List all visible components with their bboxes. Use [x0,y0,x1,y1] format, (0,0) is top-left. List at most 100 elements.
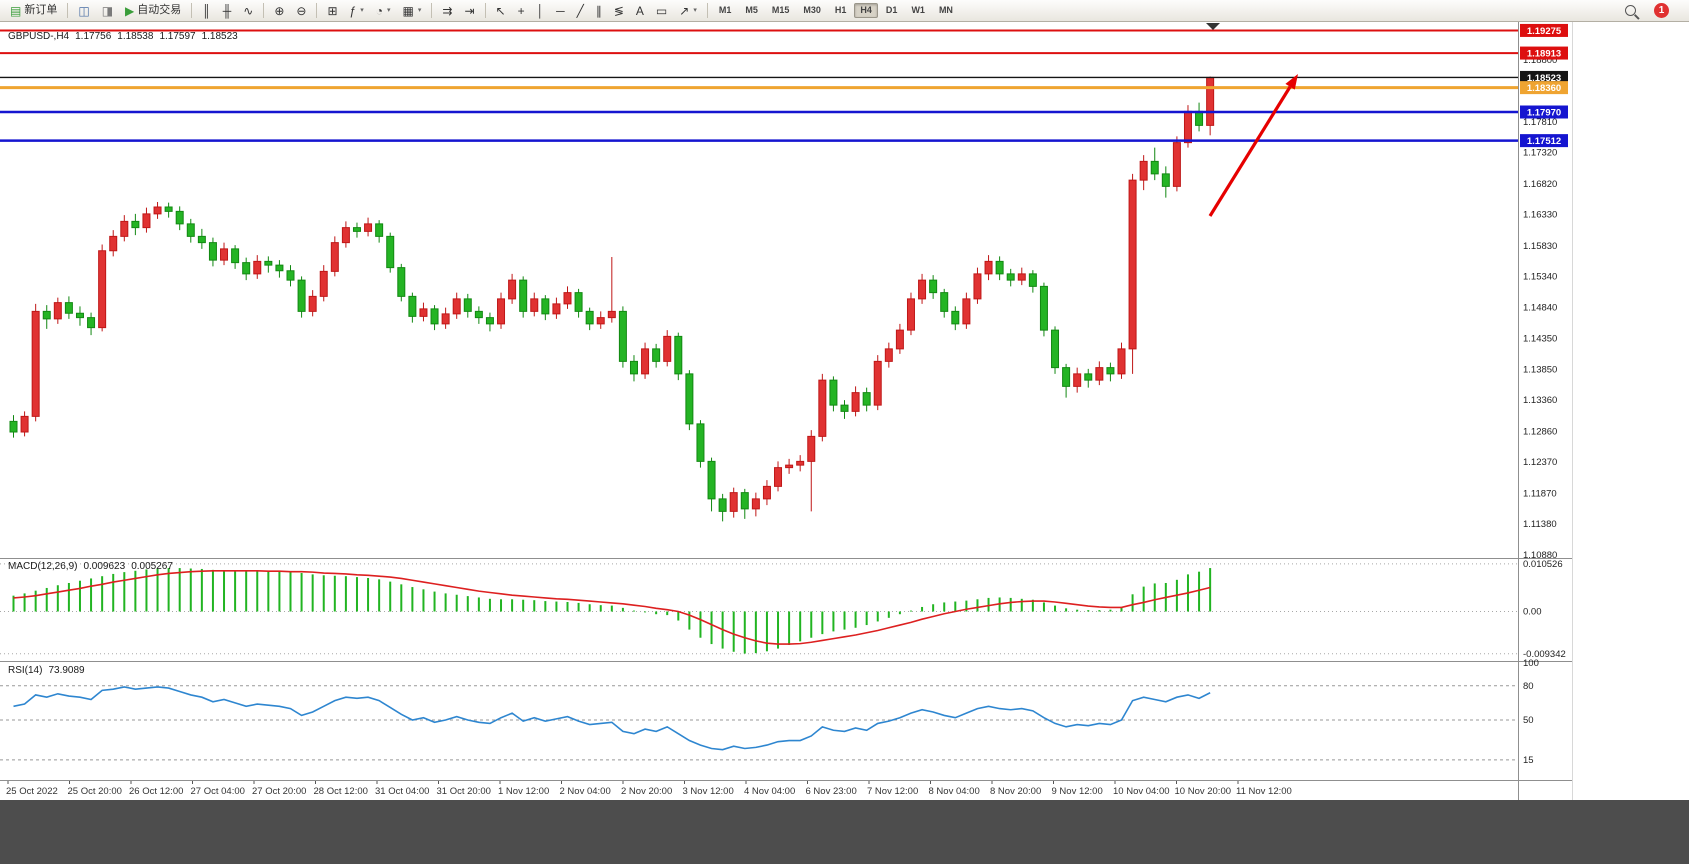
timeframe-button-h4[interactable]: H4 [854,3,878,18]
time-axis-label: 7 Nov 12:00 [867,786,918,797]
chart-shift-icon: ⇥ [464,3,475,18]
tile-windows-icon: ⊞ [327,3,338,18]
candle-body [685,373,694,425]
text-icon: A [635,3,644,18]
time-axis-label: 1 Nov 12:00 [498,786,549,797]
candle-body [740,492,749,510]
candle-body [552,303,561,315]
indicators-button[interactable]: ƒ ▾ [345,3,369,19]
price-badge [1520,23,1568,37]
search-button[interactable] [1620,3,1641,18]
fibonacci-button[interactable]: ≶ [609,3,629,19]
bar-chart-type-button[interactable]: ║ [197,3,216,19]
rsi-axis-label: 50 [1523,715,1534,726]
price-axis-label: 1.10880 [1523,550,1557,561]
crosshair-button[interactable]: + [513,3,530,19]
chevron-down-icon: ▾ [387,7,391,14]
zoom-in-button[interactable]: ⊕ [269,3,289,19]
candle-body [1028,273,1037,287]
cursor-button[interactable]: ↖ [491,3,511,19]
candle-body [774,467,783,487]
candle-body [175,210,184,225]
price-axis-label: 1.14350 [1523,333,1557,344]
timeframe-button-h1[interactable]: H1 [829,3,853,18]
price-axis-label: 1.17320 [1523,148,1557,159]
candle-body [109,235,118,252]
rsi-value: 73.9089 [48,665,85,676]
timeframe-button-mn[interactable]: MN [933,3,959,18]
candle-body [1051,329,1060,369]
data-window-icon: ◨ [101,3,114,18]
auto-scroll-icon: ⇉ [442,3,453,18]
price-badge-label: 1.18523 [1527,73,1561,84]
toolbar-separator [191,3,193,18]
price-badge-label: 1.18913 [1527,49,1561,60]
time-axis-label: 31 Oct 20:00 [437,786,491,797]
timeframe-button-w1[interactable]: W1 [905,3,931,18]
rsi-indicator-label: RSI(14) 73.9089 [8,665,91,676]
chart-window-button[interactable]: ◫ [73,3,94,19]
candle-body [663,335,672,362]
trend-arrow-head[interactable] [1285,74,1298,90]
arrows-button[interactable]: ↗ ▾ [674,3,702,19]
price-axis-label: 1.13360 [1523,395,1557,406]
candle-body [463,298,472,312]
timeframe-button-m5[interactable]: M5 [739,3,764,18]
time-axis-label: 8 Nov 20:00 [990,786,1041,797]
candle-body [519,279,528,312]
timeframe-button-m15[interactable]: M15 [766,3,796,18]
trendline-button[interactable]: ╱ [572,3,589,19]
time-axis-label: 31 Oct 04:00 [375,786,429,797]
auto-trading-icon: ▶ [125,3,135,18]
taskbar-strip [0,800,1689,864]
trend-arrow-shaft[interactable] [1208,85,1292,217]
candle-body [530,298,539,312]
auto-trading-button[interactable]: ▶ 自动交易 [120,3,186,19]
trend-arrow-annotation[interactable] [1208,74,1298,217]
zoom-out-button[interactable]: ⊖ [291,3,311,19]
candle-body [64,302,73,314]
timeframe-button-m1[interactable]: M1 [713,3,738,18]
candle-body [231,248,240,264]
templates-button[interactable]: ▦ ▾ [398,3,427,19]
toolbar-separator [263,3,265,18]
candlestick-type-button[interactable]: ╫ [218,3,237,19]
candle-body [474,310,483,319]
horizontal-line-button[interactable]: ─ [551,3,570,19]
candle-body [1039,285,1048,331]
candle-body [286,270,295,281]
auto-scroll-button[interactable]: ⇉ [437,3,457,19]
chart-shift-button[interactable]: ⇥ [459,3,479,19]
text-button[interactable]: A [631,3,649,19]
candle-body [851,392,860,412]
time-axis-label: 26 Oct 12:00 [129,786,183,797]
candle-body [264,260,273,266]
arrows-icon: ↗ [679,3,690,18]
chart-ohlc-readout: GBPUSD-,H4 1.17756 1.18538 1.17597 1.18523 [8,31,244,42]
candle-body [308,295,317,312]
vertical-line-button[interactable]: │ [532,3,550,19]
data-window-button[interactable]: ◨ [97,3,118,19]
text-label-button[interactable]: ▭ [651,3,672,19]
line-chart-type-button[interactable]: ∿ [238,3,258,19]
tile-windows-button[interactable]: ⊞ [322,3,342,19]
macd-title: MACD(12,26,9) [8,561,78,572]
channel-button[interactable]: ∥ [591,3,607,19]
trendline-icon: ╱ [576,3,584,18]
bar-low: 1.17597 [159,31,196,42]
candle-body [275,264,284,272]
timeframe-button-d1[interactable]: D1 [880,3,904,18]
periods-icon: ◔ [375,3,383,18]
candle-body [1062,367,1071,387]
candle-body [696,423,705,462]
candle-body [98,250,107,329]
timeframe-button-m30[interactable]: M30 [797,3,827,18]
notification-badge[interactable]: 1 [1654,3,1669,18]
candle-body [253,260,262,275]
chart-shift-marker[interactable] [1206,23,1220,30]
templates-icon: ▦ [402,3,414,18]
new-order-button[interactable]: ▤ 新订单 [5,3,62,19]
symbol-period: GBPUSD-,H4 [8,31,70,42]
periods-button[interactable]: ◔ ▾ [371,3,396,19]
